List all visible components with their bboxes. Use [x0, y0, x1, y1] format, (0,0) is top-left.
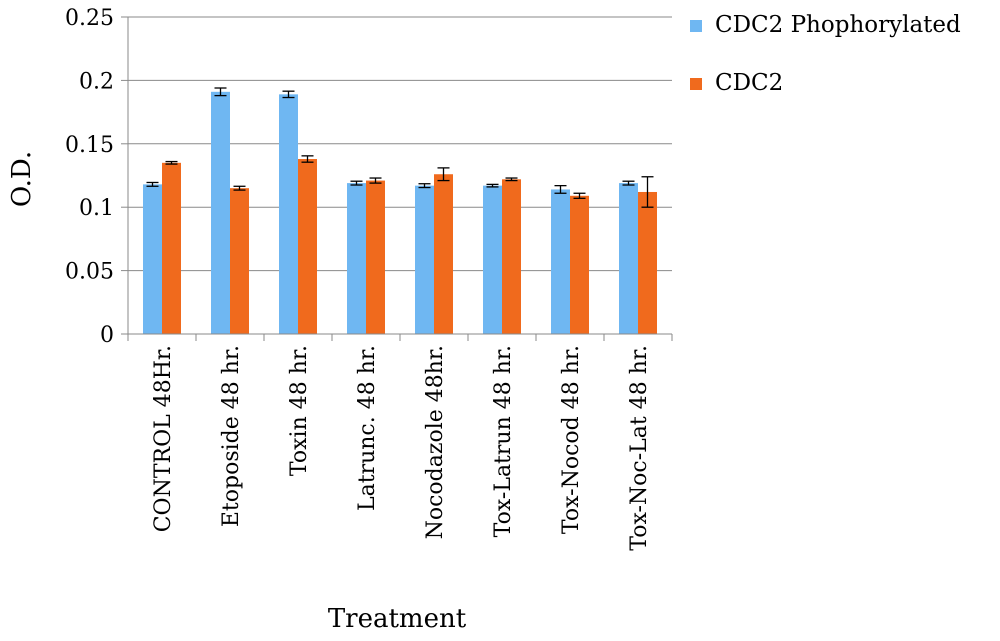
y-tick-label: 0.05 [65, 260, 114, 285]
bar-cdc2 [366, 180, 385, 334]
bar-cdc2-phosphorylated [551, 189, 570, 334]
x-tick-label: CONTROL 48Hr. [151, 345, 176, 532]
bars [143, 91, 657, 335]
y-tick-label: 0.25 [65, 6, 114, 31]
x-tick-label: Toxin 48 hr. [287, 345, 312, 476]
bar-cdc2 [298, 159, 317, 334]
bar-cdc2 [638, 191, 657, 334]
gridlines [128, 16, 672, 272]
bar-cdc2-phosphorylated [415, 185, 434, 334]
bar-cdc2 [570, 195, 589, 334]
legend-swatch [690, 20, 702, 32]
bar-cdc2 [230, 188, 249, 334]
bar-cdc2-phosphorylated [347, 183, 366, 334]
x-tick-label: Tox-Latrun 48 hr. [491, 345, 516, 537]
y-tick-label: 0.2 [79, 69, 114, 94]
x-tick-label: Etoposide 48 hr. [219, 345, 244, 527]
y-tick-label: 0.15 [65, 133, 114, 158]
legend-swatch [690, 78, 702, 90]
y-axis-label: O.D. [7, 151, 37, 207]
x-tick-label: Tox-Nocod 48 hr. [559, 345, 584, 534]
axes: 0 0.05 0.1 0.15 0.2 0.25 CONTROL 48Hr. Etoposid… [65, 6, 673, 551]
x-tick-label: Nocodazole 48hr. [423, 345, 448, 539]
bar-cdc2 [434, 174, 453, 334]
x-axis-label: Treatment [328, 604, 467, 634]
bar-cdc2-phosphorylated [619, 183, 638, 334]
bar-cdc2 [502, 179, 521, 334]
bar-cdc2-phosphorylated [211, 91, 230, 334]
bar-cdc2-phosphorylated [143, 184, 162, 334]
bar-cdc2-phosphorylated [279, 94, 298, 335]
legend-label: CDC2 [715, 70, 783, 96]
x-tick-label: Latrunc. 48 hr. [355, 345, 380, 511]
bar-cdc2-phosphorylated [483, 185, 502, 334]
legend-label: CDC2 Phophorylated [715, 12, 961, 38]
y-tick-label: 0 [100, 323, 114, 348]
legend: CDC2 Phophorylated CDC2 [690, 12, 961, 96]
bar-cdc2 [162, 162, 181, 334]
x-tick-label: Tox-Noc-Lat 48 hr. [627, 345, 652, 551]
y-tick-label: 0.1 [79, 196, 114, 221]
error-bars [146, 87, 654, 208]
